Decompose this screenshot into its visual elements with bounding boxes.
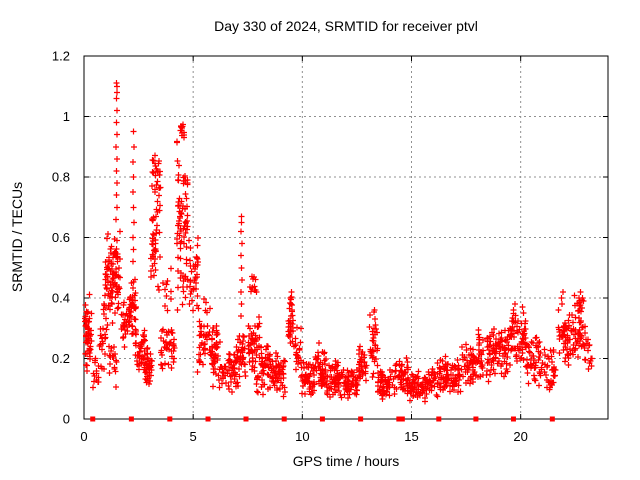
baseline-square-marker bbox=[510, 416, 516, 422]
y-tick-label: 0.6 bbox=[52, 230, 70, 245]
baseline-square-marker bbox=[128, 416, 134, 422]
x-tick-label: 0 bbox=[80, 429, 87, 444]
x-tick-label: 5 bbox=[190, 429, 197, 444]
scatter-points-path bbox=[82, 80, 595, 405]
y-tick-label: 1.2 bbox=[52, 49, 70, 64]
data-points bbox=[82, 80, 595, 405]
x-tick-label: 20 bbox=[513, 429, 527, 444]
x-tick-label: 15 bbox=[404, 429, 418, 444]
x-tick-label: 10 bbox=[295, 429, 309, 444]
tick-labels: 0 0.2 0.4 0.6 0.8 1 1.2 0 5 10 15 20 bbox=[52, 49, 528, 445]
y-tick-label: 0.4 bbox=[52, 291, 70, 306]
y-tick-label: 0.2 bbox=[52, 351, 70, 366]
baseline-square-marker bbox=[396, 416, 402, 422]
baseline-square-marker bbox=[281, 416, 287, 422]
baseline-square-marker bbox=[319, 416, 325, 422]
baseline-square-marker bbox=[549, 416, 555, 422]
baseline-square-marker bbox=[473, 416, 479, 422]
y-axis-label: SRMTID / TECUs bbox=[9, 182, 25, 292]
gridlines bbox=[84, 56, 608, 419]
y-tick-label: 0 bbox=[63, 412, 70, 427]
baseline-square-marker bbox=[399, 416, 405, 422]
baseline-square-marker bbox=[436, 416, 442, 422]
baseline-square-marker bbox=[358, 416, 364, 422]
x-axis-label: GPS time / hours bbox=[293, 453, 400, 469]
baseline-square-marker bbox=[167, 416, 173, 422]
baseline-squares bbox=[90, 416, 555, 422]
baseline-square-marker bbox=[243, 416, 249, 422]
axis-ticks bbox=[83, 55, 608, 420]
baseline-square-marker bbox=[90, 416, 96, 422]
chart-title: Day 330 of 2024, SRMTID for receiver ptv… bbox=[214, 18, 478, 34]
y-tick-label: 1 bbox=[63, 109, 70, 124]
baseline-square-marker bbox=[205, 416, 211, 422]
y-tick-label: 0.8 bbox=[52, 170, 70, 185]
